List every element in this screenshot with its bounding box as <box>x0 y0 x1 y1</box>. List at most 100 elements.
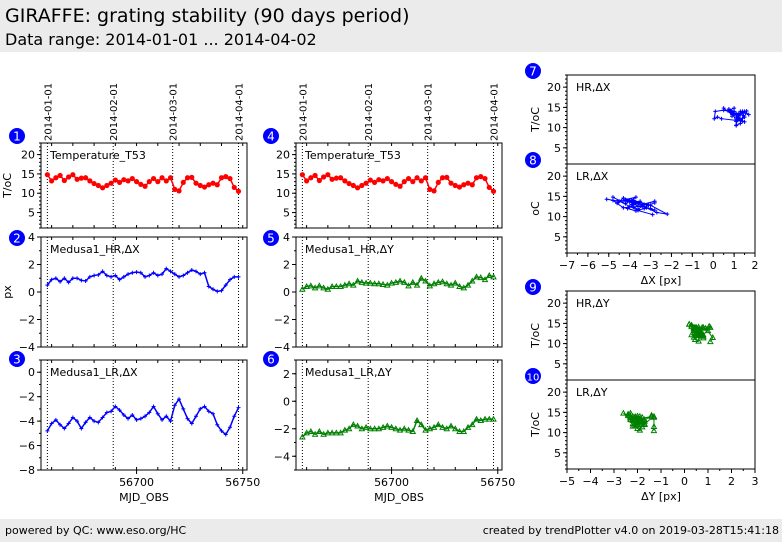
plot-5: −4 −2 0 2 4 Medusa1_HR,ΔY 5 <box>263 230 503 354</box>
data-point <box>231 184 237 191</box>
data-point <box>202 270 207 275</box>
data-point <box>189 174 195 180</box>
data-point <box>477 416 485 423</box>
y-tick-label: −2 <box>19 391 35 404</box>
data-point <box>337 282 344 289</box>
data-point <box>396 426 404 433</box>
data-point <box>705 322 713 329</box>
plot-4: 2014-01-01 2014-02-01 2014-03-01 2014-04-01… <box>263 83 503 229</box>
data-point <box>413 281 421 288</box>
plot-number-badge <box>263 351 279 367</box>
y-tick-label: 5 <box>554 231 561 244</box>
data-point <box>468 277 476 284</box>
data-point <box>366 279 374 286</box>
data-point <box>388 279 395 286</box>
data-point <box>712 116 717 121</box>
data-point <box>354 422 361 429</box>
data-point <box>426 425 434 432</box>
data-point <box>431 188 437 194</box>
data-point <box>713 109 718 114</box>
data-point <box>388 423 395 430</box>
data-point <box>303 429 310 436</box>
x-tick-label: 1 <box>731 259 738 272</box>
data-point <box>358 425 366 432</box>
data-point <box>66 280 71 285</box>
data-point <box>604 197 609 202</box>
axes-frame <box>295 359 503 471</box>
y-tick-label: 5 <box>283 207 290 220</box>
data-point <box>730 114 735 119</box>
plot-number: 4 <box>267 130 275 144</box>
data-point <box>481 276 489 283</box>
data-point <box>155 411 160 416</box>
data-point <box>109 274 114 279</box>
data-point <box>328 429 336 436</box>
data-point <box>734 111 739 116</box>
data-point <box>116 179 123 186</box>
data-point <box>629 202 634 207</box>
data-point <box>53 417 58 422</box>
plot-title: Medusa1_LR,ΔY <box>305 366 392 379</box>
data-point <box>172 272 177 277</box>
data-point <box>155 179 161 185</box>
data-point <box>312 172 318 179</box>
data-point <box>96 420 101 425</box>
data-point <box>320 284 327 291</box>
y-tick-label: 20 <box>547 81 561 94</box>
data-point <box>74 176 80 182</box>
y-tick-label: 5 <box>554 447 561 460</box>
data-point <box>405 282 412 289</box>
y-tick-label: 2 <box>283 368 290 381</box>
data-point <box>434 278 442 285</box>
footer-created-by: created by trendPlotter v4.0 on 2019-03-… <box>482 524 779 537</box>
data-point <box>92 419 97 424</box>
axes-frame <box>40 236 248 348</box>
y-tick-label: 20 <box>21 149 35 162</box>
data-point <box>130 413 135 417</box>
y-axis-label: px <box>1 285 14 299</box>
data-point <box>417 421 425 428</box>
plot-number: 10 <box>527 373 540 384</box>
data-point <box>366 425 374 432</box>
x-tick-label: −5 <box>601 259 617 272</box>
data-point <box>358 278 366 285</box>
data-point <box>146 179 152 185</box>
data-point <box>53 175 59 181</box>
data-point <box>409 278 417 285</box>
x-tick-label: −6 <box>580 259 596 272</box>
data-point <box>490 415 497 422</box>
date-tick-label: 2014-03-01 <box>424 83 435 141</box>
data-point <box>130 270 135 275</box>
data-point <box>342 178 348 184</box>
data-point <box>375 280 383 287</box>
data-point <box>49 277 54 282</box>
x-tick-label: −1 <box>684 259 700 272</box>
data-point <box>202 404 207 409</box>
data-point <box>223 174 229 180</box>
data-point <box>155 273 160 278</box>
data-point <box>341 426 349 433</box>
date-tick-label: 2014-02-01 <box>364 83 375 141</box>
data-point <box>75 276 80 281</box>
footer: powered by QC: www.eso.org/HC created by… <box>0 519 782 542</box>
plot-title: LR,ΔY <box>576 386 608 399</box>
y-tick-label: −4 <box>19 341 35 354</box>
x-axis-label: MJD_OBS <box>119 491 169 504</box>
data-point <box>168 419 173 424</box>
data-point <box>685 320 693 327</box>
footer-powered-by: powered by QC: www.eso.org/HC <box>5 524 187 537</box>
data-point <box>219 428 224 433</box>
series-line <box>46 267 239 293</box>
plot-number-badge <box>525 279 541 295</box>
data-point <box>308 175 314 181</box>
data-point <box>439 423 446 430</box>
data-point <box>316 177 322 184</box>
data-point <box>473 273 480 280</box>
data-point <box>719 116 724 121</box>
data-point <box>134 270 139 275</box>
plot-title: Temperature_T53 <box>304 149 401 162</box>
data-point <box>321 174 327 180</box>
data-point <box>354 277 361 284</box>
data-point <box>235 188 242 194</box>
data-point <box>117 408 122 413</box>
